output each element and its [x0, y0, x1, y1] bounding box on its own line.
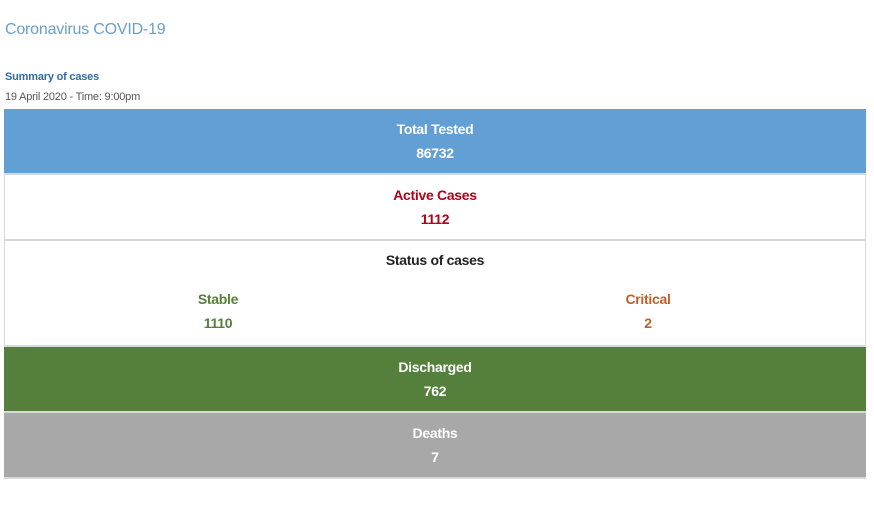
summary-date: 19 April 2020 - Time: 9:00pm: [5, 91, 141, 103]
page-title: Coronavirus COVID-19: [5, 21, 166, 38]
stable-value: 1110: [203, 315, 233, 331]
discharged-value: 762: [423, 383, 447, 399]
active-cases-value: 1112: [420, 211, 450, 227]
stable-label: Stable: [197, 291, 239, 307]
total-tested-value: 86732: [416, 145, 454, 161]
active-cases-label: Active Cases: [393, 187, 477, 203]
discharged-panel: Discharged 762: [4, 347, 866, 413]
deaths-label: Deaths: [412, 425, 458, 441]
total-tested-panel: Total Tested 86732: [4, 109, 866, 175]
summary-label: Summary of cases: [5, 71, 100, 83]
critical-value: 2: [644, 315, 652, 331]
status-of-cases-panel: Status of cases Stable 1110 Critical 2: [4, 241, 866, 347]
active-cases-panel: Active Cases 1112: [4, 175, 866, 241]
deaths-value: 7: [431, 449, 439, 465]
stable-cases: Stable 1110: [118, 290, 318, 332]
stats-panel: Total Tested 86732 Active Cases 1112 Sta…: [4, 109, 866, 479]
total-tested-label: Total Tested: [396, 121, 474, 137]
critical-cases: Critical 2: [548, 290, 748, 332]
status-breakdown: Stable 1110 Critical 2: [5, 290, 865, 340]
status-of-cases-title: Status of cases: [385, 252, 485, 268]
discharged-label: Discharged: [398, 359, 472, 375]
deaths-panel: Deaths 7: [4, 413, 866, 479]
critical-label: Critical: [625, 291, 671, 307]
